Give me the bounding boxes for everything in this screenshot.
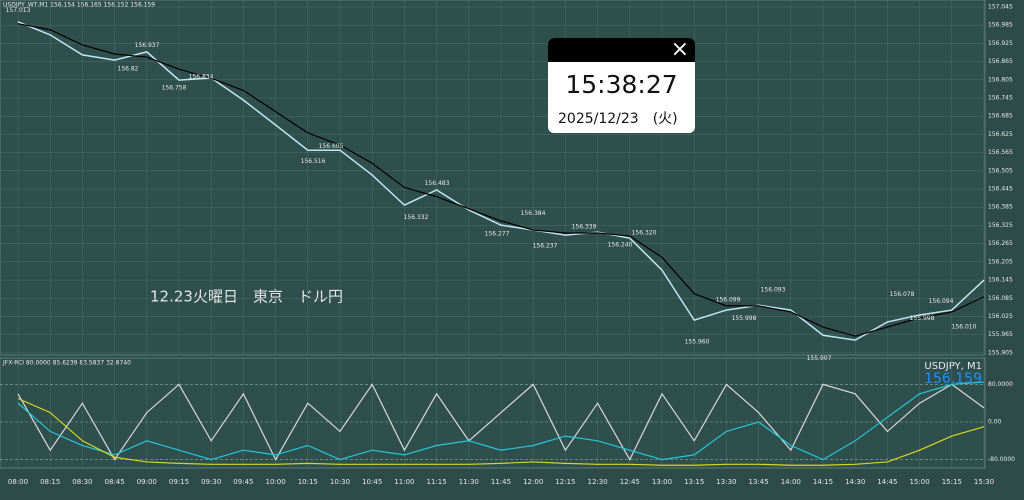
x-tick-label: 10:00 bbox=[266, 478, 286, 486]
price-annotation: 156.82 bbox=[118, 66, 139, 73]
series-line bbox=[17, 397, 985, 466]
oscillator-header: JFX-RCI 80.0000 85.6239 83.5837 32.8740 bbox=[2, 360, 131, 367]
main-panel bbox=[0, 0, 986, 356]
price-annotation: 156.277 bbox=[485, 231, 510, 238]
x-tick-label: 10:30 bbox=[330, 478, 350, 486]
price-annotation: 156.758 bbox=[162, 85, 187, 92]
close-button[interactable]: × bbox=[670, 38, 689, 62]
price-annotation: 156.384 bbox=[521, 210, 546, 217]
price-annotation: 156.339 bbox=[572, 224, 597, 231]
x-tick-label: 10:15 bbox=[298, 478, 318, 486]
x-tick-label: 08:30 bbox=[72, 478, 92, 486]
price-annotation: 156.605 bbox=[319, 143, 344, 150]
y-tick-label: 155.905 bbox=[988, 349, 1013, 356]
series-line bbox=[17, 23, 985, 337]
y-tick-label: 156.145 bbox=[988, 277, 1013, 284]
price-annotation: 155.907 bbox=[807, 355, 832, 362]
x-tick-label: 13:00 bbox=[652, 478, 672, 486]
price-annotation: 155.998 bbox=[910, 315, 935, 322]
y-tick-label: 156.805 bbox=[988, 76, 1013, 83]
x-tick-label: 13:15 bbox=[684, 478, 704, 486]
series-line bbox=[17, 21, 985, 341]
x-tick-label: 08:15 bbox=[40, 478, 60, 486]
x-tick-label: 11:15 bbox=[427, 478, 447, 486]
series-line bbox=[17, 383, 985, 461]
x-tick-label: 14:30 bbox=[845, 478, 865, 486]
x-tick-label: 14:15 bbox=[813, 478, 833, 486]
price-annotation: 156.937 bbox=[135, 42, 160, 49]
price-annotation: 156.094 bbox=[929, 298, 954, 305]
y-tick-label: 80.0000 bbox=[988, 381, 1013, 388]
oscillator-panel bbox=[0, 357, 986, 469]
chart-note: 12.23火曜日 東京 ドル円 bbox=[150, 288, 343, 306]
series-line bbox=[17, 381, 985, 461]
x-tick-label: 15:30 bbox=[974, 478, 994, 486]
price-annotation: 156.320 bbox=[632, 229, 657, 236]
x-tick-label: 08:00 bbox=[8, 478, 28, 486]
price-annotation: 157.013 bbox=[6, 7, 31, 14]
x-tick-label: 09:15 bbox=[169, 478, 189, 486]
y-tick-label: 156.925 bbox=[988, 40, 1013, 47]
clock-titlebar: × bbox=[548, 38, 695, 62]
price-annotation: 156.332 bbox=[404, 214, 429, 221]
price-annotation: 155.960 bbox=[685, 339, 710, 346]
x-tick-label: 09:30 bbox=[201, 478, 221, 486]
price-annotation: 156.483 bbox=[425, 180, 450, 187]
x-tick-label: 15:15 bbox=[942, 478, 962, 486]
x-tick-label: 12:00 bbox=[523, 478, 543, 486]
x-tick-label: 11:45 bbox=[491, 478, 511, 486]
price-annotation: 156.834 bbox=[189, 74, 214, 81]
y-tick-label: 156.265 bbox=[988, 240, 1013, 247]
y-tick-label: -80.0000 bbox=[988, 456, 1015, 463]
price-annotation: 156.078 bbox=[890, 291, 915, 298]
x-tick-label: 15:00 bbox=[910, 478, 930, 486]
symbol-label: USDJPY, M1 bbox=[924, 361, 982, 372]
y-tick-label: 0.00 bbox=[988, 419, 1002, 426]
y-tick-label: 156.325 bbox=[988, 222, 1013, 229]
y-tick-label: 156.025 bbox=[988, 313, 1013, 320]
x-tick-label: 11:30 bbox=[459, 478, 479, 486]
x-tick-label: 12:45 bbox=[620, 478, 640, 486]
x-tick-label: 09:00 bbox=[137, 478, 157, 486]
price-annotation: 156.237 bbox=[533, 243, 558, 250]
x-tick-label: 14:45 bbox=[877, 478, 897, 486]
price-annotation: 156.240 bbox=[608, 242, 633, 249]
x-tick-label: 14:00 bbox=[781, 478, 801, 486]
x-tick-label: 10:45 bbox=[362, 478, 382, 486]
y-tick-label: 156.865 bbox=[988, 58, 1013, 65]
price-annotation: 156.099 bbox=[716, 297, 741, 304]
y-tick-label: 156.205 bbox=[988, 258, 1013, 265]
x-tick-label: 12:15 bbox=[555, 478, 575, 486]
chart-header: USDJPY_WT,M1 156.154 156.165 156.152 156… bbox=[3, 2, 155, 9]
y-tick-label: 156.445 bbox=[988, 186, 1013, 193]
y-tick-label: 155.965 bbox=[988, 331, 1013, 338]
y-tick-label: 156.625 bbox=[988, 131, 1013, 138]
x-tick-label: 12:30 bbox=[588, 478, 608, 486]
y-tick-label: 157.045 bbox=[988, 3, 1013, 10]
x-tick-label: 13:45 bbox=[749, 478, 769, 486]
y-tick-label: 156.565 bbox=[988, 149, 1013, 156]
clock-date: 2025/12/23 (火) bbox=[558, 111, 678, 127]
x-tick-label: 09:45 bbox=[233, 478, 253, 486]
price-annotation: 156.516 bbox=[301, 158, 326, 165]
price-annotation: 155.998 bbox=[732, 315, 757, 322]
price-annotation: 156.010 bbox=[952, 324, 977, 331]
x-tick-label: 08:45 bbox=[105, 478, 125, 486]
y-tick-label: 156.985 bbox=[988, 22, 1013, 29]
y-tick-label: 156.385 bbox=[988, 204, 1013, 211]
clock-widget: × 15:38:27 2025/12/23 (火) bbox=[548, 38, 695, 133]
y-tick-label: 156.085 bbox=[988, 295, 1013, 302]
x-tick-label: 11:00 bbox=[394, 478, 414, 486]
y-tick-label: 156.685 bbox=[988, 113, 1013, 120]
price-annotation: 156.093 bbox=[761, 286, 786, 293]
y-tick-label: 156.745 bbox=[988, 95, 1013, 102]
y-tick-label: 156.505 bbox=[988, 167, 1013, 174]
clock-time: 15:38:27 bbox=[565, 70, 678, 99]
x-tick-label: 13:30 bbox=[716, 478, 736, 486]
